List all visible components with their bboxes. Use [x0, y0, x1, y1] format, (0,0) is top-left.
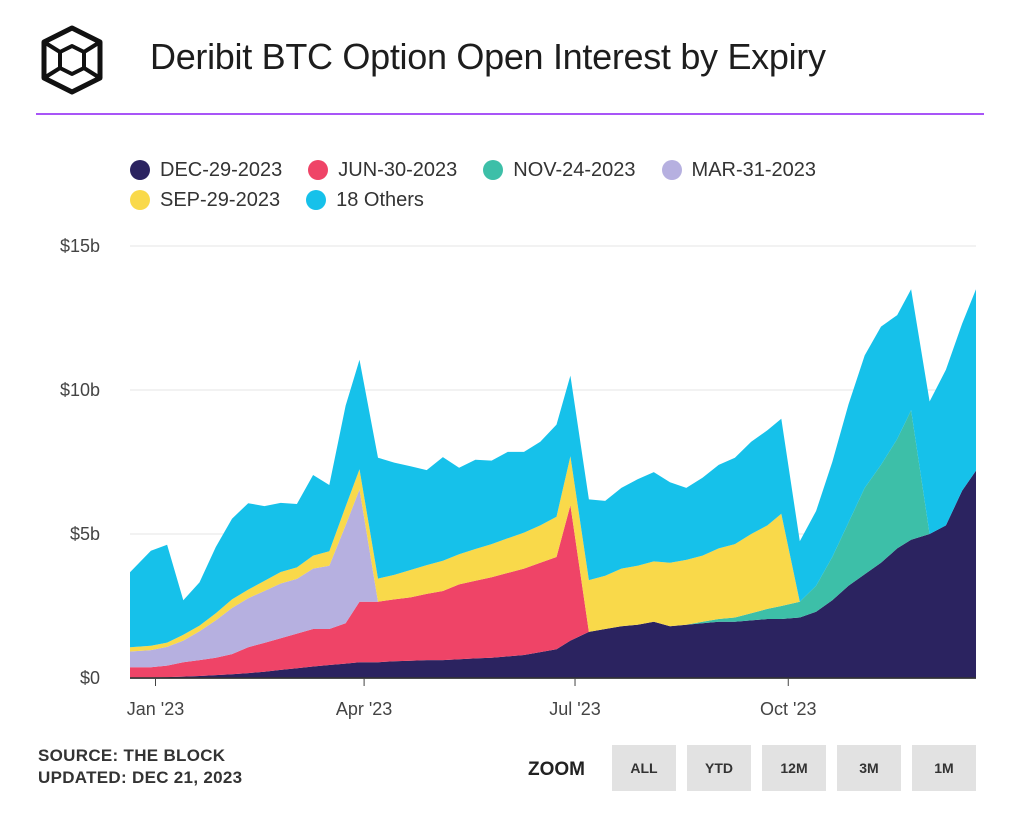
legend-label-18-others: 18 Others: [336, 188, 424, 211]
x-tick-label-1: Apr '23: [336, 699, 392, 719]
legend-item-18-others[interactable]: 18 Others: [306, 189, 424, 212]
legend-row-1: DEC-29-2023 JUN-30-2023 NOV-24-2023 MAR-…: [130, 155, 930, 185]
title-divider: [36, 113, 984, 115]
x-tick-label-2: Jul '23: [549, 699, 600, 719]
chart-title: Deribit BTC Option Open Interest by Expi…: [150, 36, 826, 77]
y-tick-label-1: $5b: [70, 524, 100, 544]
legend-dot-sep-29-2023: [130, 190, 150, 210]
x-tick-label-0: Jan '23: [127, 699, 184, 719]
source-note: SOURCE: THE BLOCK UPDATED: DEC 21, 2023: [38, 745, 242, 789]
area-series-sep-29-2023: [130, 410, 976, 652]
stacked-area-chart: $0 $5b $10b $15b Jan '23 Apr '23 Jul '23 Oct '2…: [60, 236, 976, 719]
legend-dot-mar-31-2023: [661, 160, 682, 180]
legend-item-mar-31-2023[interactable]: MAR-31-2023: [661, 158, 817, 182]
zoom-12m-button[interactable]: 12M: [762, 745, 826, 791]
zoom-all-button[interactable]: ALL: [612, 745, 676, 791]
y-tick-label-0: $0: [80, 668, 100, 688]
area-series-mar-31-2023: [130, 410, 976, 668]
legend-label-jun-30-2023: JUN-30-2023: [338, 158, 458, 181]
legend-item-nov-24-2023[interactable]: NOV-24-2023: [483, 158, 636, 182]
area-series-18-others: [130, 289, 976, 648]
zoom-1m-button[interactable]: 1M: [912, 745, 976, 791]
legend-dot-18-others: [306, 190, 327, 210]
x-tick-label-3: Oct '23: [760, 699, 816, 719]
legend-item-dec-29-2023[interactable]: DEC-29-2023: [130, 159, 282, 182]
updated-text: UPDATED: DEC 21, 2023: [38, 768, 243, 787]
area-series-dec-29-2023: [130, 470, 976, 678]
legend-item-jun-30-2023[interactable]: JUN-30-2023: [308, 159, 457, 182]
legend-label-nov-24-2023: NOV-24-2023: [513, 158, 636, 181]
legend-row-2: SEP-29-2023 18 Others: [130, 185, 930, 215]
legend-label-mar-31-2023: MAR-31-2023: [691, 158, 817, 181]
legend-dot-dec-29-2023: [130, 160, 150, 180]
y-tick-label-2: $10b: [60, 380, 100, 400]
legend-dot-jun-30-2023: [308, 160, 329, 180]
source-text: SOURCE: THE BLOCK: [38, 746, 226, 765]
zoom-label: ZOOM: [528, 759, 585, 780]
legend-label-sep-29-2023: SEP-29-2023: [160, 188, 281, 211]
the-block-cube-icon: [41, 25, 103, 95]
zoom-ytd-button[interactable]: YTD: [687, 745, 751, 791]
legend-dot-nov-24-2023: [483, 160, 504, 180]
y-tick-label-3: $15b: [60, 236, 100, 256]
zoom-3m-button[interactable]: 3M: [837, 745, 901, 791]
legend-item-sep-29-2023[interactable]: SEP-29-2023: [130, 189, 280, 212]
legend-label-dec-29-2023: DEC-29-2023: [160, 158, 283, 181]
legend: DEC-29-2023 JUN-30-2023 NOV-24-2023 MAR-…: [130, 155, 930, 215]
area-series-jun-30-2023: [130, 470, 976, 678]
